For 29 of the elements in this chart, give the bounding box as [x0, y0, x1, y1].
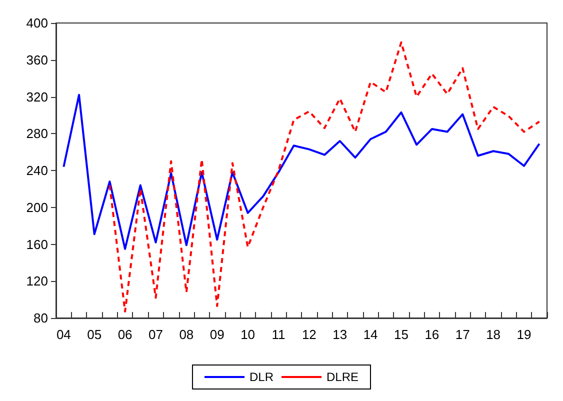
y-tick-label: 240	[26, 163, 48, 178]
x-tick-label: 07	[148, 327, 163, 342]
y-tick-label: 400	[26, 16, 48, 30]
x-tick-label: 08	[179, 327, 194, 342]
x-tick-label: 15	[394, 327, 408, 342]
y-tick-label: 360	[26, 52, 48, 68]
y-tick-label: 120	[26, 274, 48, 289]
y-tick-label: 280	[26, 126, 48, 142]
y-tick-label: 80	[34, 310, 48, 326]
x-tick-label: 18	[486, 327, 501, 342]
x-tick-label: 09	[210, 327, 224, 342]
x-tick-label: 04	[56, 327, 71, 342]
legend-label: DLR	[249, 370, 274, 384]
x-tick-label: 14	[363, 327, 378, 342]
x-tick-label: 19	[516, 327, 532, 342]
x-tick-label: 11	[272, 327, 286, 342]
x-tick-label: 16	[424, 327, 440, 342]
line-series	[108, 41, 540, 313]
y-tick-label: 320	[26, 89, 48, 104]
legend-label: DLRE	[326, 370, 359, 384]
x-tick-label: 12	[302, 327, 316, 342]
y-tick-label: 200	[26, 200, 48, 215]
x-tick-label: 13	[332, 327, 348, 342]
x-tick-label: 10	[240, 327, 256, 342]
x-tick-label: 17	[455, 327, 470, 342]
x-tick-label: 05	[87, 327, 102, 342]
x-tick-label: 06	[118, 327, 132, 342]
y-tick-label: 160	[26, 236, 48, 252]
line-series	[62, 94, 540, 250]
